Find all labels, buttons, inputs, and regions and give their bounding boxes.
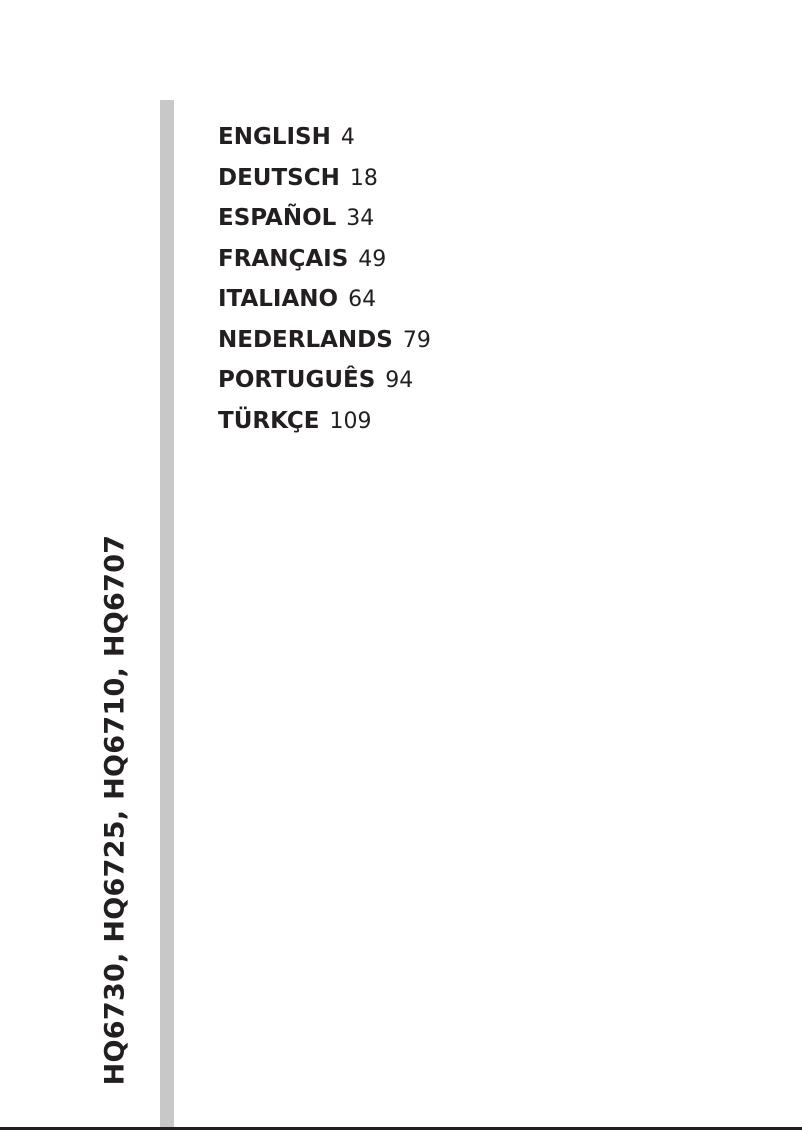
toc-language: DEUTSCH [218, 164, 340, 191]
toc-language: FRANÇAIS [218, 245, 349, 272]
toc-page: 94 [385, 368, 414, 393]
bottom-rule [0, 1127, 802, 1130]
toc-entry[interactable]: TÜRKÇE 109 [218, 406, 431, 447]
toc-language: ESPAÑOL [218, 205, 337, 231]
toc-page: 34 [346, 206, 375, 231]
toc-entry[interactable]: DEUTSCH 18 [218, 163, 431, 204]
toc-entry[interactable]: NEDERLANDS 79 [218, 325, 431, 366]
toc-language: PORTUGUÊS [218, 367, 376, 393]
toc-page: 18 [349, 165, 378, 191]
toc-entry[interactable]: ENGLISH 4 [218, 122, 431, 163]
side-bar-decoration [160, 100, 174, 1130]
toc-entry[interactable]: ESPAÑOL 34 [218, 203, 431, 244]
toc-page: 109 [329, 408, 372, 434]
toc-page: 79 [402, 327, 431, 353]
model-numbers: HQ6730, HQ6725, HQ6710, HQ6707 [99, 534, 131, 1086]
toc-page: 64 [348, 287, 377, 312]
toc-entry[interactable]: ITALIANO 64 [218, 284, 431, 325]
toc-language: TÜRKÇE [218, 407, 320, 434]
toc-entry[interactable]: FRANÇAIS 49 [218, 244, 431, 285]
toc-language: ENGLISH [218, 124, 331, 150]
toc-language: NEDERLANDS [218, 326, 393, 353]
toc-page: 49 [358, 246, 387, 272]
toc-page: 4 [340, 125, 355, 150]
table-of-contents: ENGLISH 4 DEUTSCH 18 ESPAÑOL 34 FRANÇAIS 49 … [218, 122, 431, 446]
toc-language: ITALIANO [218, 286, 339, 312]
toc-entry[interactable]: PORTUGUÊS 94 [218, 365, 431, 406]
